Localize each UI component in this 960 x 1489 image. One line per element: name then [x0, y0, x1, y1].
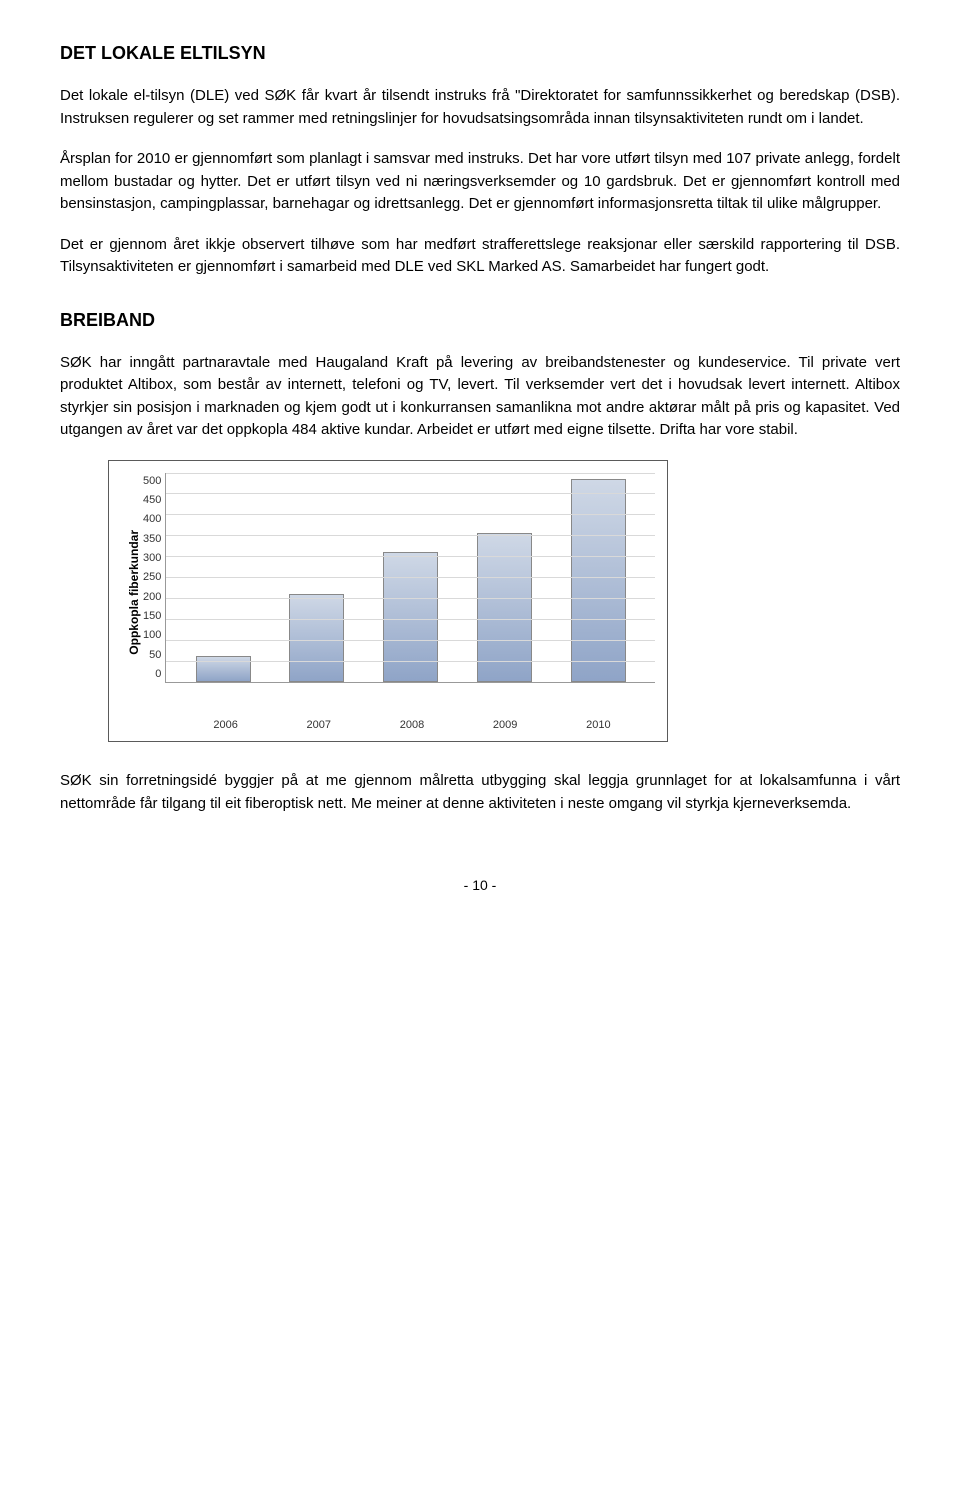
- chart-ytick: 250: [143, 569, 161, 586]
- chart-bar: [383, 552, 438, 682]
- chart-gridline: [166, 619, 655, 620]
- chart-ytick: 450: [143, 492, 161, 509]
- chart-xtick: 2008: [400, 717, 424, 734]
- chart-gridline: [166, 514, 655, 515]
- chart-ytick: 350: [143, 531, 161, 548]
- fiber-customers-chart: Oppkopla fiberkundar 5004504003503002502…: [108, 460, 668, 743]
- para-eltilsyn-2: Årsplan for 2010 er gjennomført som plan…: [60, 148, 900, 216]
- page-number: - 10 -: [60, 875, 900, 896]
- chart-xtick: 2009: [493, 717, 517, 734]
- para-eltilsyn-3: Det er gjennom året ikkje observert tilh…: [60, 234, 900, 279]
- chart-ylabel: Oppkopla fiberkundar: [121, 530, 143, 655]
- chart-ytick: 200: [143, 589, 161, 606]
- chart-plot-area: [165, 473, 655, 683]
- chart-gridline: [166, 598, 655, 599]
- section-heading-eltilsyn: DET LOKALE ELTILSYN: [60, 40, 900, 67]
- chart-gridline: [166, 661, 655, 662]
- chart-gridline: [166, 577, 655, 578]
- chart-bar: [289, 594, 344, 682]
- chart-gridline: [166, 640, 655, 641]
- chart-gridline: [166, 535, 655, 536]
- chart-ytick: 300: [143, 550, 161, 567]
- para-breiband-1: SØK har inngått partnaravtale med Haugal…: [60, 352, 900, 442]
- para-breiband-2: SØK sin forretningsidé byggjer på at me …: [60, 770, 900, 815]
- chart-gridline: [166, 473, 655, 474]
- chart-xtick: 2010: [586, 717, 610, 734]
- chart-xtick: 2006: [213, 717, 237, 734]
- para-eltilsyn-1: Det lokale el-tilsyn (DLE) ved SØK får k…: [60, 85, 900, 130]
- section-heading-breiband: BREIBAND: [60, 307, 900, 334]
- chart-bar: [571, 479, 626, 681]
- chart-gridline: [166, 493, 655, 494]
- chart-gridline: [166, 556, 655, 557]
- chart-ytick: 50: [143, 647, 161, 664]
- chart-xtick: 2007: [307, 717, 331, 734]
- chart-ytick: 100: [143, 627, 161, 644]
- chart-ytick: 500: [143, 473, 161, 490]
- chart-ytick: 0: [143, 666, 161, 683]
- chart-ytick: 400: [143, 511, 161, 528]
- chart-ytick: 150: [143, 608, 161, 625]
- chart-yaxis: 500450400350300250200150100500: [143, 473, 165, 683]
- chart-xaxis: 2006 2007 2008 2009 2010: [169, 713, 655, 734]
